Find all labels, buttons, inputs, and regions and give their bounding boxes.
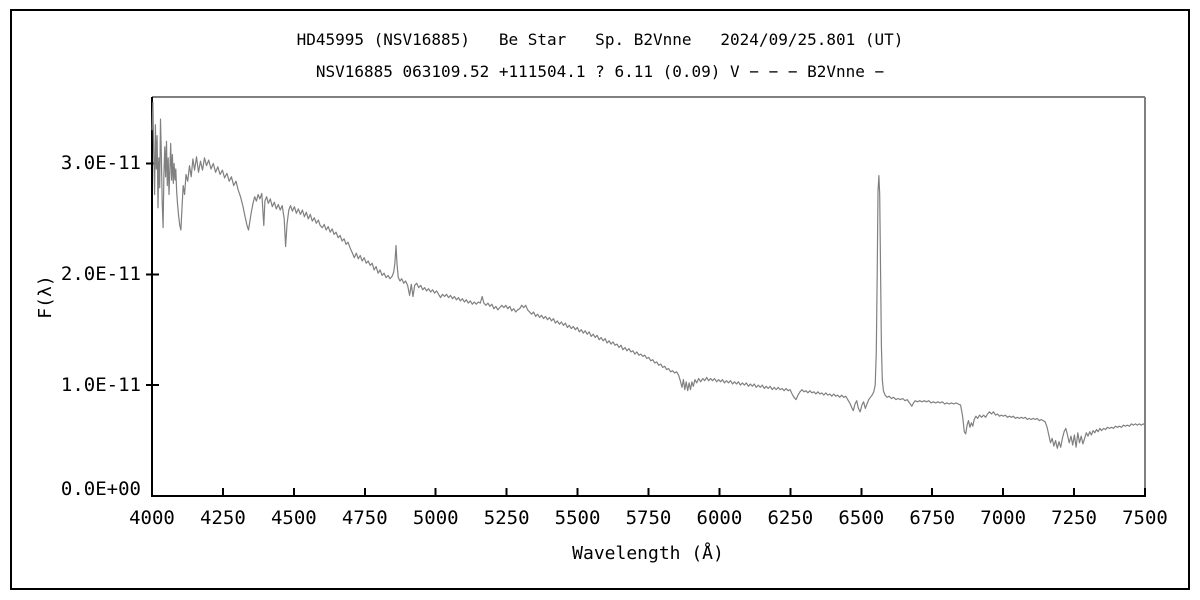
y-tick-label: 1.0E-11 <box>60 374 141 397</box>
x-tick-label: 6750 <box>909 507 956 529</box>
x-tick-label: 7000 <box>980 507 1027 529</box>
chart-subtitle: NSV16885 063109.52 +111504.1 ? 6.11 (0.0… <box>315 62 885 81</box>
x-tick-label: 4000 <box>129 507 175 529</box>
x-tick-label: 7250 <box>1051 507 1097 529</box>
x-tick-label: 6000 <box>696 507 743 529</box>
x-axis-title: Wavelength (Å) <box>572 543 724 564</box>
x-tick-label: 6250 <box>767 507 814 529</box>
y-axis-title: F(λ) <box>35 275 56 319</box>
y-tick-label: 3.0E-11 <box>60 152 141 175</box>
spectrum-line <box>151 101 1146 449</box>
x-tick-label: 4750 <box>341 507 388 529</box>
x-tick-label: 5000 <box>412 507 459 529</box>
x-tick-label: 5250 <box>483 507 530 529</box>
chart-title: HD45995 (NSV16885) Be Star Sp. B2Vnne 20… <box>296 30 904 49</box>
x-tick-label: 5750 <box>625 507 672 529</box>
x-tick-label: 7500 <box>1122 507 1168 529</box>
y-tick-label: 2.0E-11 <box>60 263 141 286</box>
x-tick-label: 6500 <box>838 507 885 529</box>
x-tick-label: 4500 <box>270 507 317 529</box>
outer-frame <box>10 9 1190 590</box>
x-tick-label: 5500 <box>554 507 601 529</box>
x-tick-label: 4250 <box>200 507 246 529</box>
y-tick-label: 0.0E+00 <box>60 478 141 500</box>
